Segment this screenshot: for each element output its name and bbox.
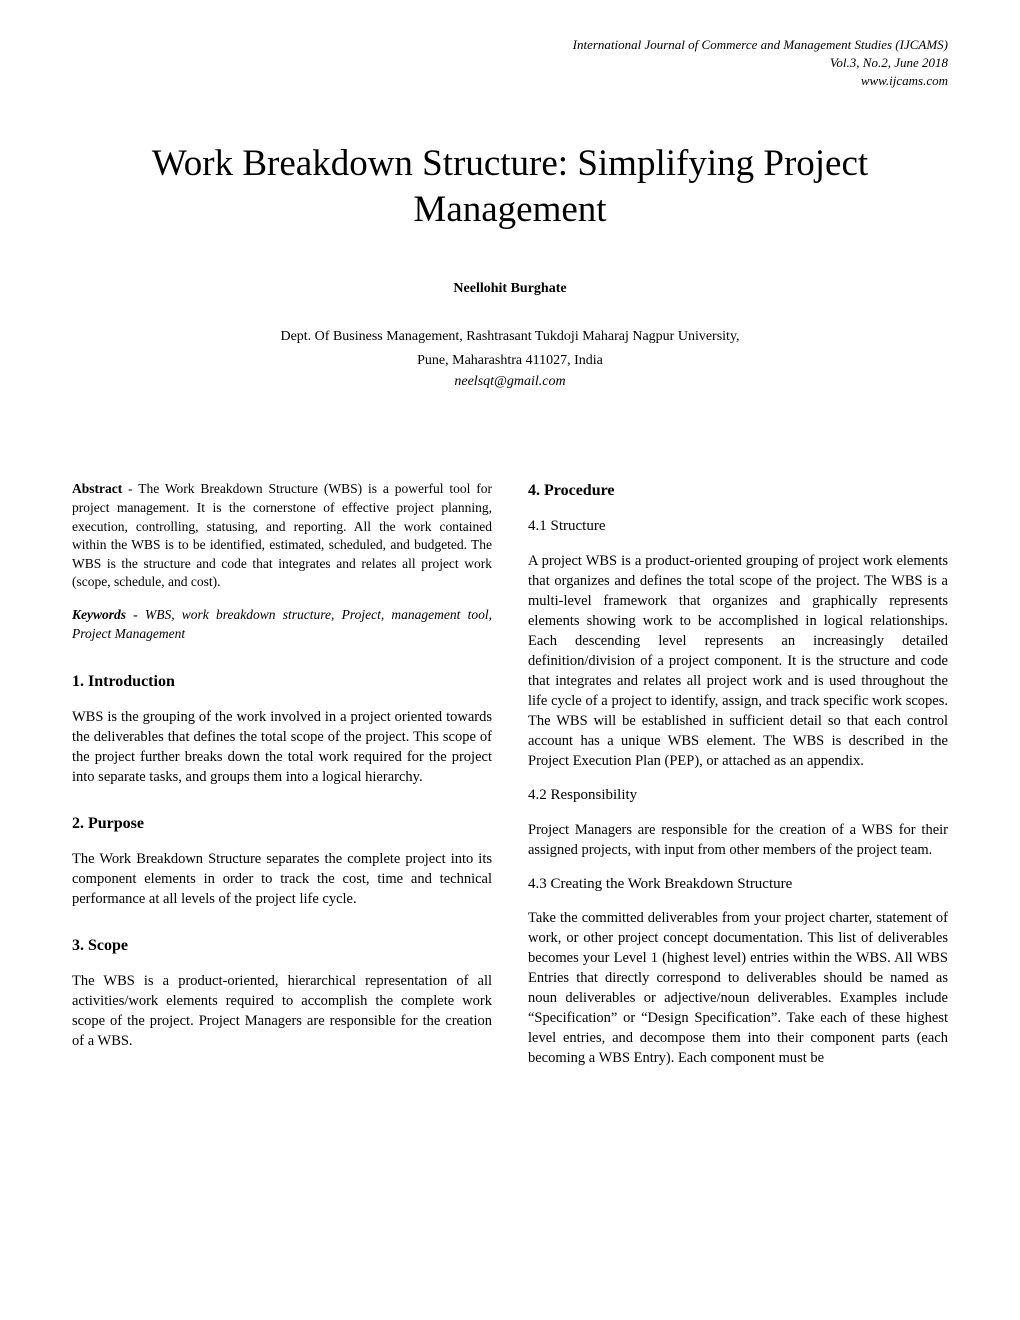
purpose-heading: 2. Purpose (72, 813, 492, 835)
introduction-text: WBS is the grouping of the work involved… (72, 707, 492, 787)
keywords-label: Keywords - (72, 607, 138, 622)
affiliation-line1: Dept. Of Business Management, Rashtrasan… (72, 327, 948, 347)
responsibility-text: Project Managers are responsible for the… (528, 820, 948, 860)
affiliation-line2: Pune, Maharashtra 411027, India (72, 351, 948, 371)
right-column: 4. Procedure 4.1 Structure A project WBS… (528, 480, 948, 1082)
abstract-block: Abstract - The Work Breakdown Structure … (72, 480, 492, 592)
journal-header: International Journal of Commerce and Ma… (72, 36, 948, 91)
structure-subheading: 4.1 Structure (528, 516, 948, 537)
creating-wbs-subheading: 4.3 Creating the Work Breakdown Structur… (528, 874, 948, 895)
purpose-text: The Work Breakdown Structure separates t… (72, 849, 492, 909)
author-email: neelsqt@gmail.com (72, 374, 948, 390)
journal-website: www.ijcams.com (72, 72, 948, 90)
content-columns: Abstract - The Work Breakdown Structure … (72, 480, 948, 1082)
journal-name: International Journal of Commerce and Ma… (72, 36, 948, 54)
structure-text: A project WBS is a product-oriented grou… (528, 551, 948, 771)
scope-text: The WBS is a product-oriented, hierarchi… (72, 971, 492, 1051)
left-column: Abstract - The Work Breakdown Structure … (72, 480, 492, 1082)
journal-volume: Vol.3, No.2, June 2018 (72, 54, 948, 72)
introduction-heading: 1. Introduction (72, 671, 492, 693)
procedure-heading: 4. Procedure (528, 480, 948, 502)
creating-wbs-text: Take the committed deliverables from you… (528, 908, 948, 1068)
keywords-block: Keywords - WBS, work breakdown structure… (72, 606, 492, 643)
abstract-text: - The Work Breakdown Structure (WBS) is … (72, 481, 492, 589)
abstract-label: Abstract (72, 481, 122, 496)
scope-heading: 3. Scope (72, 935, 492, 957)
responsibility-subheading: 4.2 Responsibility (528, 785, 948, 806)
author-name: Neellohit Burghate (72, 281, 948, 297)
paper-title: Work Breakdown Structure: Simplifying Pr… (72, 141, 948, 234)
